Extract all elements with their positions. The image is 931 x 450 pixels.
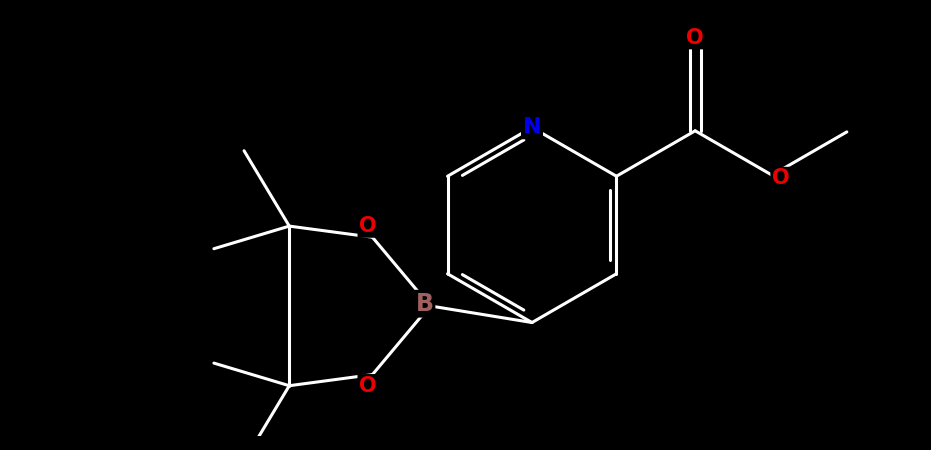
Text: O: O [359, 376, 377, 396]
Text: O: O [686, 28, 704, 48]
Text: O: O [772, 168, 789, 189]
Text: N: N [522, 117, 541, 137]
Text: B: B [415, 292, 434, 316]
Text: O: O [359, 216, 377, 236]
